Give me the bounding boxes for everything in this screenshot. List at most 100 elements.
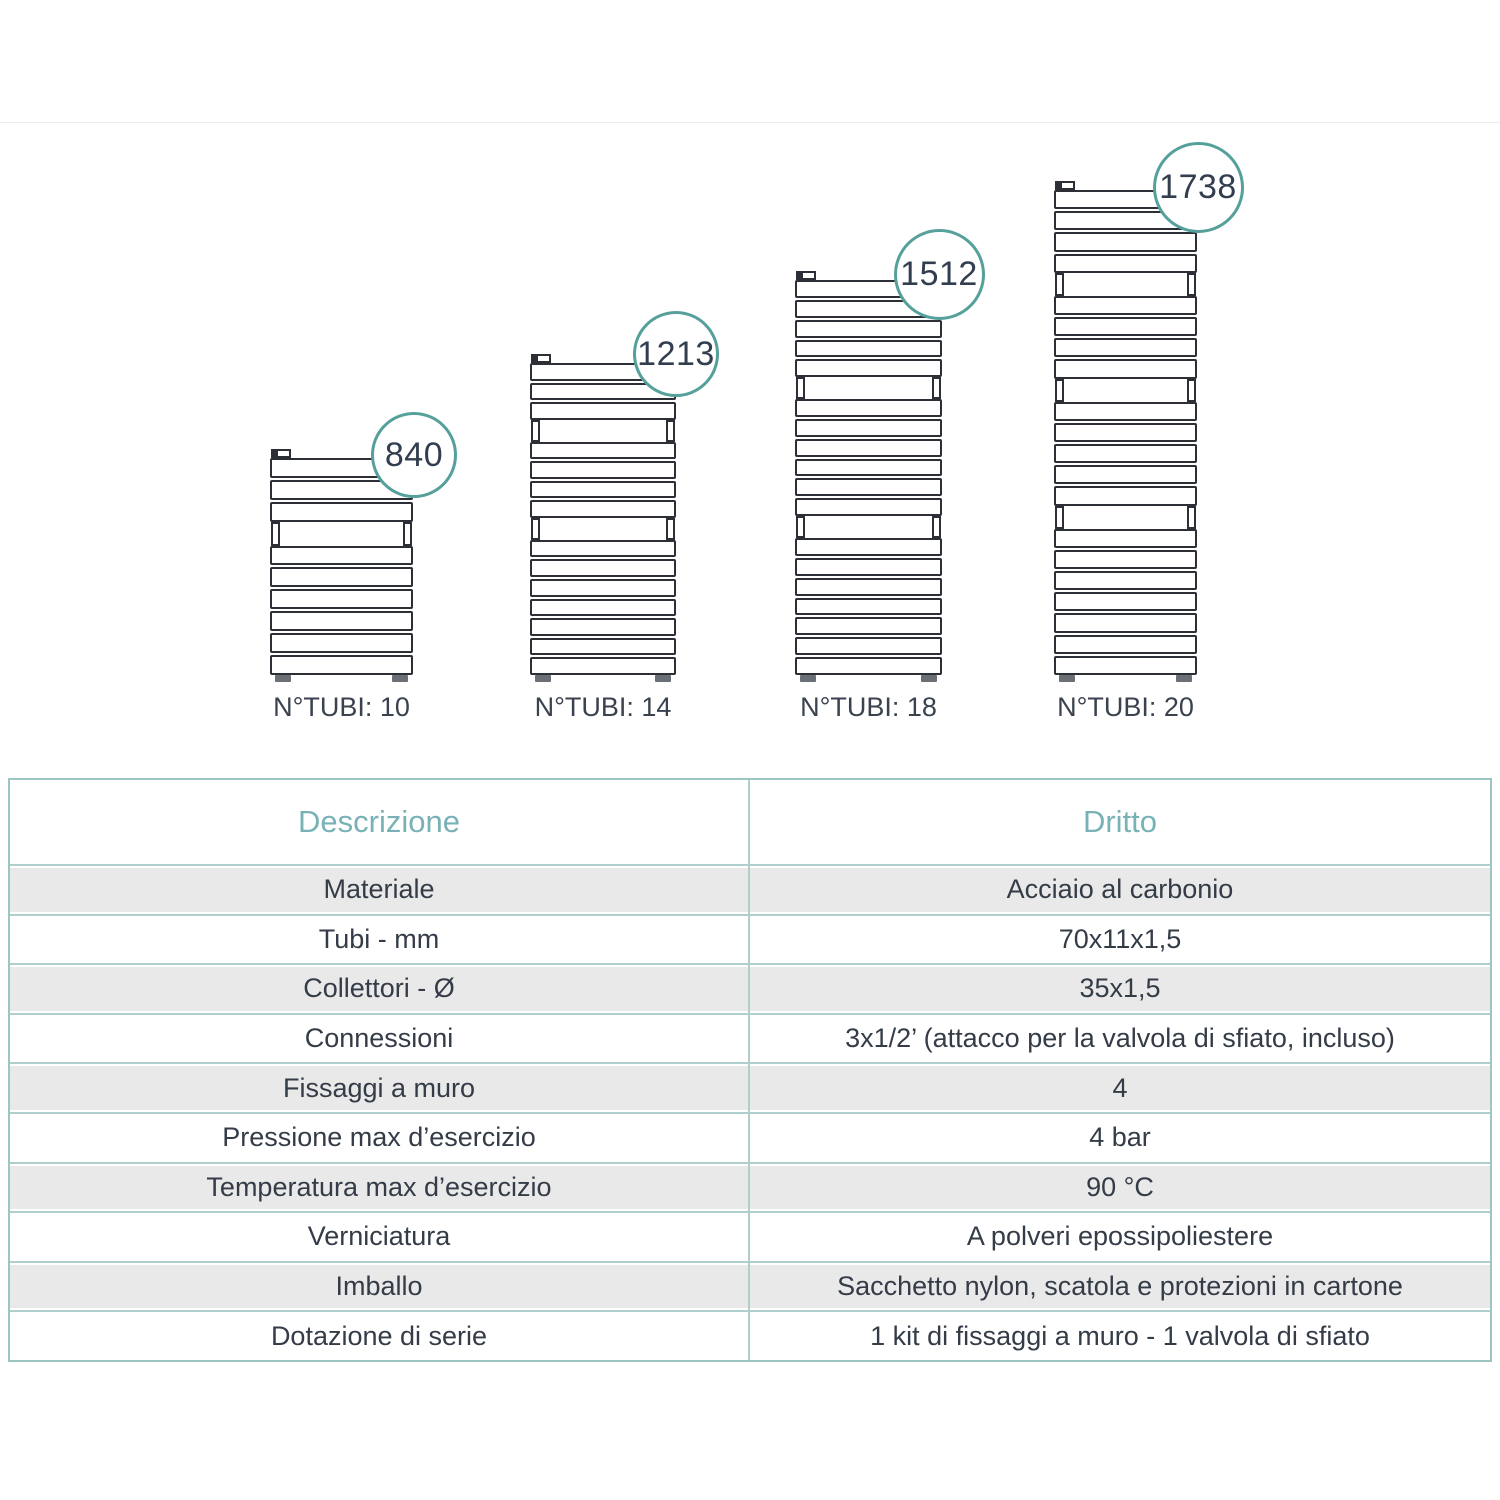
left-collector-tube <box>531 518 540 540</box>
right-foot <box>392 675 408 682</box>
towel-gap-with-collectors <box>795 377 942 400</box>
height-dimension-bubble: 1213 <box>633 311 719 397</box>
spec-table-row: Materiale Acciaio al carbonio <box>10 864 1490 914</box>
flat-tube <box>795 537 942 556</box>
left-collector-tube <box>796 377 805 400</box>
right-collector-tube <box>1187 272 1196 296</box>
spec-row-label: Temperatura max d’esercizio <box>10 1163 750 1212</box>
towel-gap-with-collectors <box>1054 272 1197 296</box>
air-valve-cap <box>271 449 291 458</box>
left-foot <box>800 675 816 682</box>
spec-row-value: 35x1,5 <box>1079 973 1161 1004</box>
spec-table-header-row: Descrizione Dritto <box>10 780 1490 864</box>
flat-tube <box>530 637 676 656</box>
left-collector-tube <box>1055 378 1064 402</box>
spec-table-row: Fissaggi a muro 4 <box>10 1062 1490 1112</box>
left-collector-tube <box>531 419 540 442</box>
flat-tube <box>1054 295 1197 316</box>
spec-row-value: 3x1/2’ (attacco per la valvola di sfiato… <box>845 1023 1395 1054</box>
radiator-drawing-1738 <box>1054 181 1197 682</box>
spec-row-label: Pressione max d’esercizio <box>10 1113 750 1162</box>
left-foot <box>275 675 291 682</box>
flat-tube <box>530 657 676 675</box>
spec-table-row: Verniciatura A polveri epossipoliestere <box>10 1211 1490 1261</box>
flat-tube <box>795 617 942 636</box>
spec-table-header-dritto: Dritto <box>1082 804 1158 839</box>
flat-tube <box>1054 486 1197 506</box>
spec-row-label: Connessioni <box>10 1014 750 1063</box>
flat-tube <box>530 480 676 499</box>
air-valve-cap <box>531 354 551 363</box>
spec-row-value: Sacchetto nylon, scatola e protezioni in… <box>837 1271 1403 1302</box>
flat-tube <box>1054 634 1197 654</box>
air-valve-cap <box>796 271 816 280</box>
flat-tube <box>1054 232 1197 252</box>
flat-tube <box>1054 571 1197 591</box>
right-collector-tube <box>666 419 675 442</box>
spec-row-label: Fissaggi a muro <box>10 1064 750 1112</box>
spec-table-header-descrizione: Descrizione <box>10 780 750 864</box>
right-foot <box>655 675 671 682</box>
height-dimension-bubble: 1738 <box>1152 141 1244 233</box>
towel-gap-with-collectors <box>270 521 413 546</box>
spec-table: Descrizione Dritto Materiale Acciaio al c… <box>8 778 1492 1362</box>
radiator-drawing-1213 <box>530 354 676 682</box>
tube-count-label: N°TUBI: 20 <box>1057 692 1194 722</box>
flat-tube <box>795 657 942 675</box>
flat-tube <box>1054 317 1197 337</box>
spec-row-value: 4 <box>1112 1072 1128 1103</box>
flat-tube <box>1054 253 1197 273</box>
flat-tube <box>795 637 942 656</box>
flat-tube <box>795 498 942 517</box>
flat-tube <box>270 655 413 675</box>
right-collector-tube <box>403 521 412 546</box>
flat-tube <box>1054 359 1197 379</box>
flat-tube <box>270 589 413 610</box>
flat-tube <box>530 618 676 636</box>
towel-gap-with-collectors <box>795 516 942 538</box>
flat-tube <box>1054 401 1197 421</box>
flat-tube <box>795 557 942 576</box>
left-collector-tube <box>271 521 280 546</box>
towel-gap-with-collectors <box>530 419 676 442</box>
flat-tube <box>1054 465 1197 485</box>
spec-row-label: Tubi - mm <box>10 915 750 964</box>
flat-tube <box>795 597 942 616</box>
radiator-drawing-840 <box>270 449 413 682</box>
flat-tube <box>1054 422 1197 443</box>
towel-gap-with-collectors <box>530 518 676 540</box>
flat-tube <box>530 402 676 420</box>
spec-row-value: A polveri epossipoliestere <box>966 1221 1274 1252</box>
left-collector-tube <box>1055 505 1064 529</box>
right-collector-tube <box>1187 505 1196 529</box>
flat-tube <box>795 339 942 358</box>
tube-count-label: N°TUBI: 18 <box>800 692 937 722</box>
spec-row-value: 1 kit di fissaggi a muro - 1 valvola di … <box>870 1320 1370 1351</box>
spec-table-row: Pressione max d’esercizio 4 bar <box>10 1111 1490 1162</box>
right-collector-tube <box>932 516 941 538</box>
flat-tube <box>530 578 676 597</box>
left-collector-tube <box>796 516 805 538</box>
spec-row-label: Imballo <box>10 1262 750 1311</box>
height-dimension-bubble: 840 <box>371 412 457 498</box>
spec-row-label: Materiale <box>10 866 750 914</box>
spec-row-label: Collettori - Ø <box>10 965 750 1013</box>
flat-tube <box>1054 592 1197 612</box>
flat-tube <box>530 461 676 479</box>
right-collector-tube <box>932 377 941 400</box>
flat-tube <box>795 359 942 378</box>
spec-table-row: Temperatura max d’esercizio 90 °C <box>10 1161 1490 1212</box>
flat-tube <box>795 418 942 437</box>
flat-tube <box>530 500 676 518</box>
spec-row-value: 90 °C <box>1086 1171 1154 1202</box>
right-collector-tube <box>1187 378 1196 402</box>
spec-table-row: Collettori - Ø 35x1,5 <box>10 963 1490 1013</box>
left-foot <box>535 675 551 682</box>
left-collector-tube <box>1055 272 1064 296</box>
tube-count-label: N°TUBI: 14 <box>534 692 672 722</box>
flat-tube <box>1054 528 1197 548</box>
spec-table-row: Imballo Sacchetto nylon, scatola e protez… <box>10 1260 1490 1311</box>
flat-tube <box>795 478 942 497</box>
right-collector-tube <box>666 518 675 540</box>
height-dimension-bubble: 1512 <box>893 228 985 320</box>
